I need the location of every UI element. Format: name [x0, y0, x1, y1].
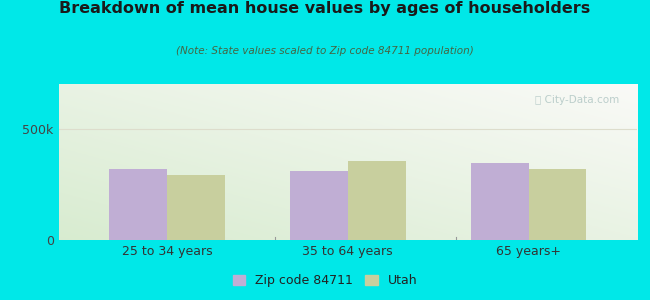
Bar — [471, 163, 528, 240]
Text: Ⓐ City-Data.com: Ⓐ City-Data.com — [536, 95, 619, 105]
Text: (Note: State values scaled to Zip code 84711 population): (Note: State values scaled to Zip code 8… — [176, 46, 474, 56]
Bar — [109, 169, 167, 240]
Legend: Zip code 84711, Utah: Zip code 84711, Utah — [227, 269, 422, 292]
Bar — [290, 171, 348, 240]
Bar — [348, 161, 406, 240]
Bar — [528, 169, 586, 240]
Bar — [167, 176, 225, 240]
Text: Breakdown of mean house values by ages of householders: Breakdown of mean house values by ages o… — [59, 2, 591, 16]
